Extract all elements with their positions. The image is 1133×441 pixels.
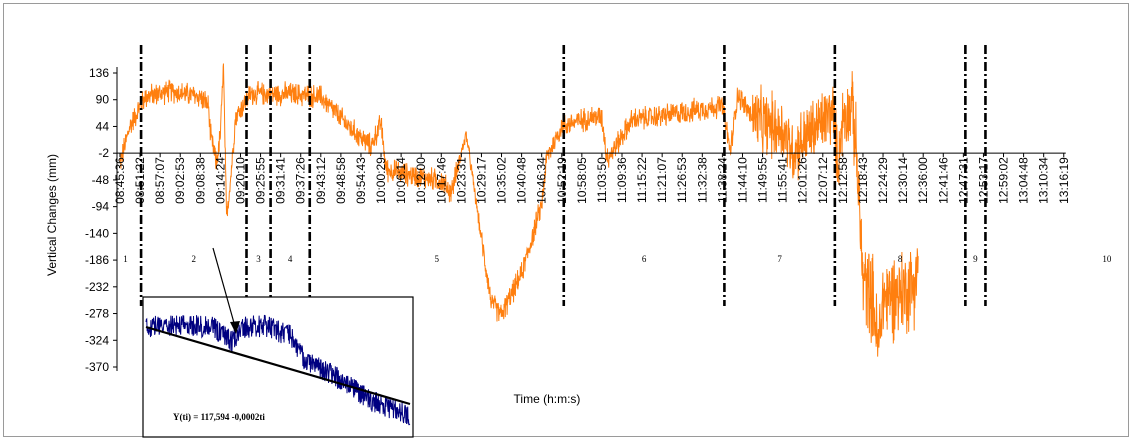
y-tick-label: -94 (92, 200, 110, 214)
x-tick-label: 13:16:19 (1057, 157, 1071, 204)
segment-label: 4 (288, 254, 293, 264)
x-tick-label: 10:23:31 (454, 157, 468, 204)
x-tick-label: 12:41:46 (936, 157, 950, 204)
x-tick-label: 09:25:55 (254, 157, 268, 204)
x-tick-label: 13:04:48 (1017, 157, 1031, 204)
x-tick-label: 10:29:17 (474, 157, 488, 204)
series-layer (119, 63, 919, 357)
x-tick-label: 12:36:00 (916, 157, 930, 204)
x-tick-label: 12:30:14 (896, 157, 910, 204)
y-tick-label: 90 (96, 93, 110, 107)
segment-labels: 123456789101112 (123, 254, 1112, 264)
y-tick-label: -232 (85, 280, 109, 294)
inset-trend-line (145, 325, 411, 406)
x-axis-title: Time (h:m:s) (514, 392, 581, 406)
x-tick-label: 08:57:07 (153, 157, 167, 204)
segment-label: 7 (777, 254, 782, 264)
x-tick-label: 09:37:26 (294, 157, 308, 204)
segment-label: 5 (435, 254, 440, 264)
x-tick-label: 11:15:22 (635, 157, 649, 203)
segment-label: 2 (192, 254, 197, 264)
x-tick-label: 09:14:24 (213, 157, 227, 204)
segment-label: 6 (642, 254, 647, 264)
y-tick-label: 136 (89, 66, 109, 80)
x-tick-label: 11:38:24 (715, 157, 729, 203)
x-tick-label: 12:01:26 (796, 157, 810, 204)
x-tick-label: 08:51:22 (133, 157, 147, 204)
x-tick-label: 12:18:43 (856, 157, 870, 204)
x-tick-label: 10:46:34 (535, 157, 549, 204)
y-axis-title: Vertical Changes (mm) (45, 154, 59, 276)
y-tick-label: -48 (92, 173, 110, 187)
x-tick-label: 12:47:31 (956, 157, 970, 204)
x-tick-label: 08:45:36 (113, 157, 127, 204)
y-tick-label: -278 (85, 307, 109, 321)
segment-label: 1 (123, 254, 128, 264)
segment-label: 9 (973, 254, 978, 264)
x-tick-label: 11:32:38 (695, 157, 709, 203)
x-tick-label: 13:10:34 (1037, 157, 1051, 204)
x-tick-label: 11:49:55 (756, 157, 770, 203)
y-tick-label: -140 (85, 226, 109, 240)
x-tick-label: 11:55:41 (776, 157, 790, 203)
inset-series (145, 314, 411, 426)
y-tick-label: -324 (85, 333, 109, 347)
inset-detail: Y(ti) = 117,594 -0,0002ti (142, 296, 414, 438)
x-tick-label: 12:24:29 (876, 157, 890, 204)
y-tick-label: 44 (96, 119, 110, 133)
x-tick-label: 10:17:46 (434, 157, 448, 204)
x-tick-label: 10:06:14 (394, 157, 408, 204)
x-tick-label: 09:43:12 (314, 157, 328, 204)
segment-label: 3 (256, 254, 261, 264)
y-tick-labels: 136 90 44 -2 -48 -94 -140 -186 -232 -278 -324 -370 (85, 66, 117, 374)
inset-equation: Y(ti) = 117,594 -0,0002ti (173, 412, 265, 422)
x-tick-label: 10:00:29 (374, 157, 388, 204)
series-line-vertical-changes (119, 63, 919, 357)
inset-pointer-arrow (212, 247, 237, 331)
x-tick-labels: 08:45:36 08:51:22 08:57:07 09:02:53 09:08:38… (113, 153, 1071, 204)
x-tick-label: 12:07:12 (816, 157, 830, 204)
axes (116, 67, 1066, 371)
segment-label: 8 (898, 254, 903, 264)
x-tick-label: 10:12:00 (414, 157, 428, 204)
y-tick-label: -2 (98, 146, 109, 160)
x-tick-label: 09:20:10 (233, 157, 247, 204)
x-tick-label: 11:09:36 (615, 157, 629, 203)
x-tick-label: 11:03:50 (595, 157, 609, 203)
x-tick-label: 10:52:19 (555, 157, 569, 204)
x-tick-label: 10:35:02 (495, 157, 509, 204)
inset-frame (142, 296, 414, 438)
y-tick-label: -370 (85, 360, 109, 374)
x-tick-label: 10:58:05 (575, 157, 589, 204)
x-tick-label: 09:54:43 (354, 157, 368, 204)
arrowhead-icon (230, 321, 240, 334)
segment-dividers (139, 45, 987, 306)
x-tick-label: 12:59:02 (997, 157, 1011, 204)
x-tick-label: 09:31:41 (274, 157, 288, 204)
inset-series-line (145, 314, 411, 426)
x-tick-label: 12:53:17 (976, 157, 990, 204)
x-tick-label: 11:44:10 (735, 157, 749, 203)
x-tick-label: 09:02:53 (173, 157, 187, 204)
x-tick-label: 09:48:58 (334, 157, 348, 204)
x-tick-label: 09:08:38 (193, 157, 207, 204)
x-tick-label: 11:26:53 (675, 157, 689, 203)
x-tick-label: 11:21:07 (655, 157, 669, 203)
y-tick-label: -186 (85, 253, 109, 267)
x-tick-label: 12:12:58 (836, 157, 850, 204)
segment-label: 10 (1102, 254, 1112, 264)
x-tick-label: 10:40:48 (515, 157, 529, 204)
